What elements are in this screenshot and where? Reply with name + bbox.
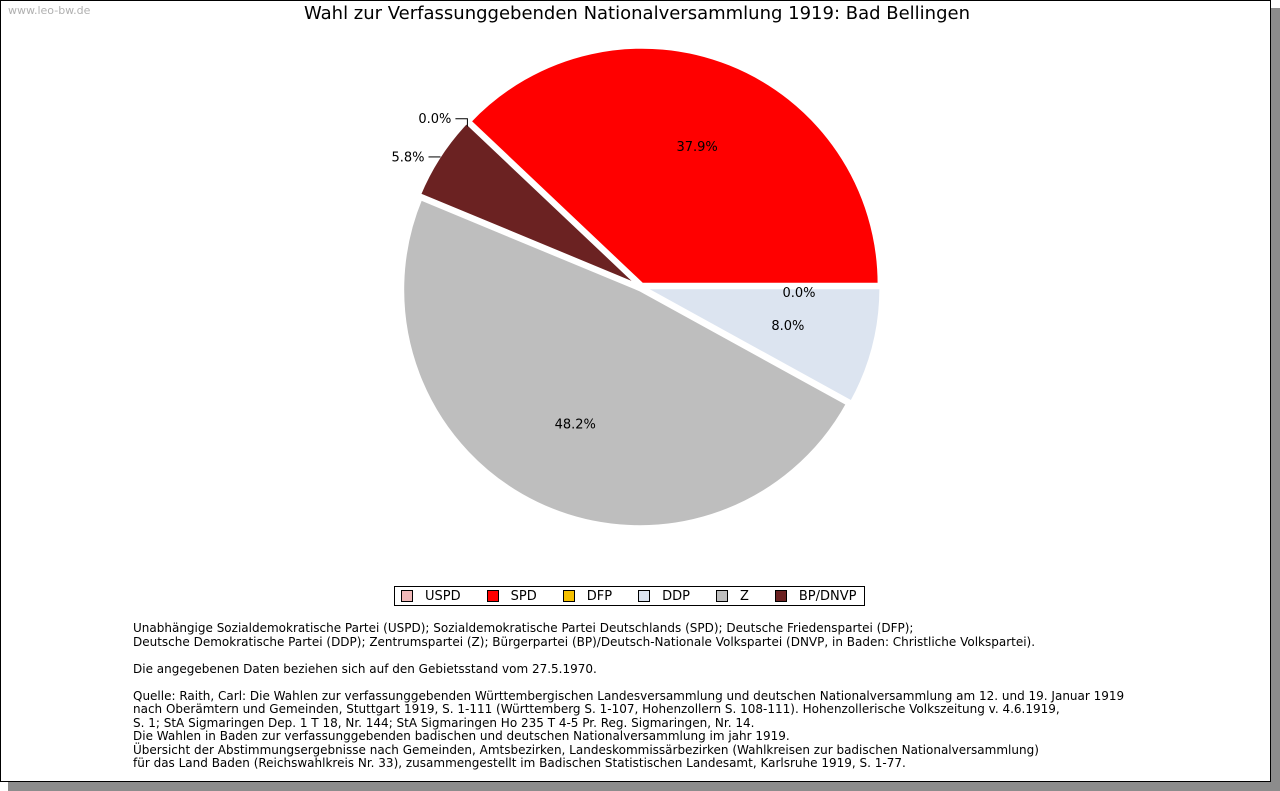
chart-title: Wahl zur Verfassunggebenden Nationalvers… [303, 3, 971, 24]
chart-notes: Unabhängige Sozialdemokratische Partei (… [133, 621, 1233, 771]
pie-label-spd: 37.9% [676, 140, 717, 155]
legend-item-ddp: DDP [638, 589, 690, 604]
legend-swatch [486, 590, 499, 602]
pie-label-dfp: 0.0% [418, 112, 451, 127]
pie-slice-ddp [643, 286, 883, 405]
legend-label: DDP [662, 588, 690, 604]
pie-label-ddp: 8.0% [771, 319, 804, 334]
watermark: www.leo-bw.de [8, 4, 91, 17]
pie-label-bp-dnvp: 5.8% [391, 150, 424, 165]
pie-slice-bp-dnvp [417, 120, 640, 287]
legend-swatch [401, 590, 413, 602]
legend-swatch [774, 590, 787, 602]
legend-swatch [562, 590, 575, 602]
notes-territory: Die angegebenen Daten beziehen sich auf … [133, 661, 597, 676]
frame-shadow-bottom [8, 782, 1280, 791]
pie-slice-z [401, 196, 850, 529]
pie-leader-dfp [455, 118, 468, 127]
legend-label: USPD [425, 588, 461, 604]
chart-legend: USPD SPD DFP DDP Z BP/DNVP [394, 586, 866, 606]
notes-source: Quelle: Raith, Carl: Die Wahlen zur verf… [133, 688, 1125, 770]
legend-item-uspd: USPD [401, 589, 461, 604]
legend-swatch [715, 590, 728, 602]
legend-label: BP/DNVP [798, 588, 857, 604]
legend-swatch [638, 590, 651, 602]
pie-label-uspd: 0.0% [782, 286, 815, 301]
legend-label: SPD [510, 588, 537, 604]
pie-slice-spd [467, 45, 881, 286]
legend-item-z: Z [715, 588, 749, 604]
legend-label: DFP [586, 588, 613, 604]
pie-label-z: 48.2% [555, 418, 596, 433]
legend-item-spd: SPD [486, 588, 537, 604]
legend-label: Z [739, 588, 749, 604]
legend-item-dfp: DFP [562, 588, 613, 604]
frame-shadow-right [1271, 8, 1280, 791]
notes-parties: Unabhängige Sozialdemokratische Partei (… [133, 621, 1036, 649]
legend-item-bp-dnvp: BP/DNVP [774, 588, 857, 604]
